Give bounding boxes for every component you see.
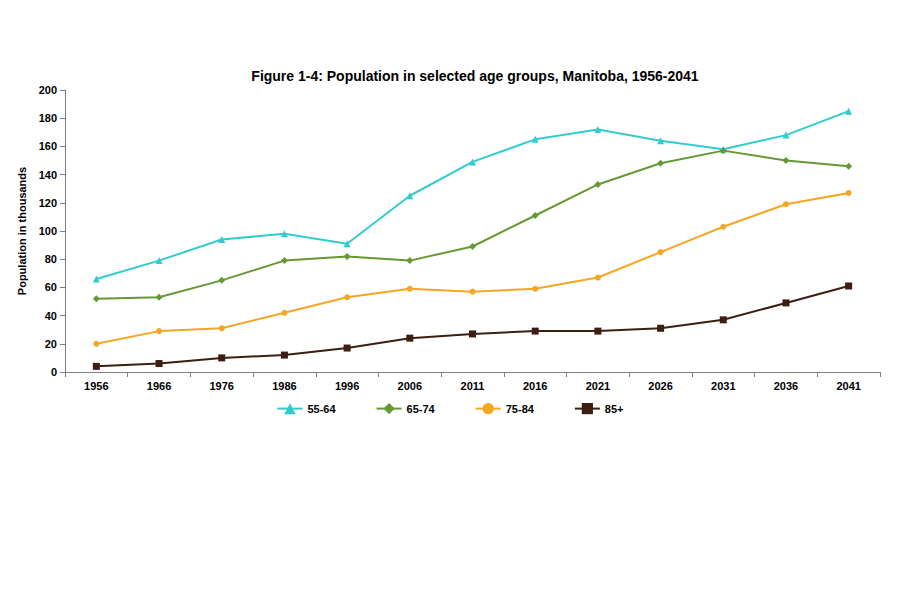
svg-text:1996: 1996 bbox=[335, 380, 359, 392]
svg-text:85+: 85+ bbox=[605, 403, 624, 415]
svg-text:120: 120 bbox=[39, 197, 57, 209]
svg-text:2036: 2036 bbox=[774, 380, 798, 392]
svg-text:80: 80 bbox=[45, 253, 57, 265]
svg-text:55-64: 55-64 bbox=[307, 403, 336, 415]
svg-text:1986: 1986 bbox=[272, 380, 296, 392]
svg-text:1966: 1966 bbox=[147, 380, 171, 392]
svg-text:40: 40 bbox=[45, 310, 57, 322]
svg-text:160: 160 bbox=[39, 140, 57, 152]
svg-text:20: 20 bbox=[45, 338, 57, 350]
svg-text:2031: 2031 bbox=[711, 380, 735, 392]
svg-text:1956: 1956 bbox=[84, 380, 108, 392]
svg-text:2021: 2021 bbox=[586, 380, 610, 392]
svg-text:2026: 2026 bbox=[648, 380, 672, 392]
svg-text:140: 140 bbox=[39, 169, 57, 181]
svg-text:100: 100 bbox=[39, 225, 57, 237]
svg-text:Population in thousands: Population in thousands bbox=[16, 167, 28, 295]
svg-text:180: 180 bbox=[39, 112, 57, 124]
svg-text:200: 200 bbox=[39, 84, 57, 96]
svg-text:60: 60 bbox=[45, 281, 57, 293]
svg-text:2006: 2006 bbox=[398, 380, 422, 392]
svg-text:75-84: 75-84 bbox=[506, 403, 535, 415]
svg-text:Figure 1-4: Population in sele: Figure 1-4: Population in selected age g… bbox=[251, 68, 699, 84]
svg-text:0: 0 bbox=[51, 366, 57, 378]
svg-text:2016: 2016 bbox=[523, 380, 547, 392]
svg-text:65-74: 65-74 bbox=[407, 403, 436, 415]
svg-text:2011: 2011 bbox=[461, 380, 485, 392]
svg-text:2041: 2041 bbox=[836, 380, 860, 392]
svg-text:1976: 1976 bbox=[209, 380, 233, 392]
